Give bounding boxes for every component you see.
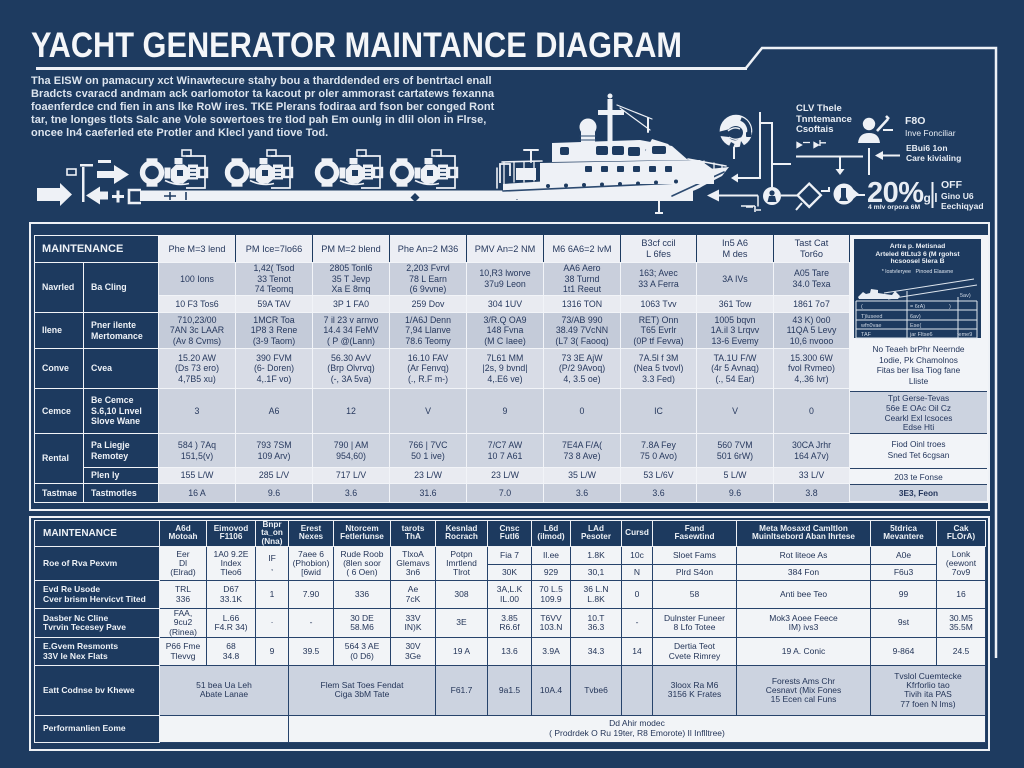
svg-text:(: ( xyxy=(861,304,863,310)
svg-text:T)luseed: T)luseed xyxy=(861,314,882,320)
svg-text:6av): 6av) xyxy=(910,314,921,320)
svg-text:jar Fltse6: jar Fltse6 xyxy=(909,332,933,338)
svg-text:5av): 5av) xyxy=(960,293,971,299)
svg-text:TAF: TAF xyxy=(861,332,872,338)
svg-text:wfn0vae: wfn0vae xyxy=(860,323,882,329)
svg-text:= 6rA): = 6rA) xyxy=(910,304,925,310)
svg-text:feme9: feme9 xyxy=(957,332,972,338)
svg-text:): ) xyxy=(949,304,951,310)
svg-text:Ese(: Ese( xyxy=(910,323,921,329)
